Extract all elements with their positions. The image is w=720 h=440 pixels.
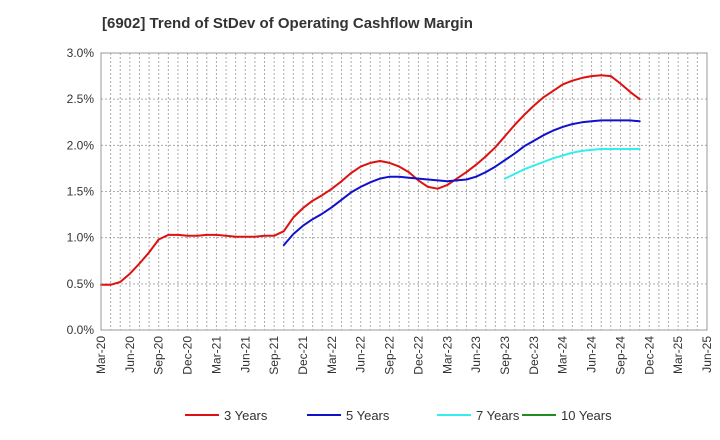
x-tick-label: Sep-24 <box>613 336 627 375</box>
y-tick-label: 2.5% <box>67 92 95 106</box>
x-tick-label: Mar-22 <box>325 336 339 374</box>
x-tick-label: Mar-24 <box>556 336 570 374</box>
x-tick-label: Jun-24 <box>585 336 599 373</box>
x-tick-label: Jun-20 <box>123 336 137 373</box>
plot-area-border <box>100 52 708 331</box>
x-tick-label: Sep-21 <box>267 336 281 375</box>
x-tick-label: Jun-21 <box>238 336 252 373</box>
y-tick-label: 0.0% <box>67 323 95 337</box>
legend-label-1: 5 Years <box>346 408 390 423</box>
legend-label-2: 7 Years <box>476 408 520 423</box>
x-tick-label: Sep-20 <box>152 336 166 375</box>
x-tick-label: Jun-25 <box>700 336 714 373</box>
series-line-2 <box>504 148 641 180</box>
chart-title: [6902] Trend of StDev of Operating Cashf… <box>102 15 473 32</box>
series-line-0 <box>100 74 641 286</box>
x-tick-label: Sep-22 <box>383 336 397 375</box>
y-tick-label: 1.5% <box>67 185 95 199</box>
x-tick-label: Dec-21 <box>296 336 310 375</box>
x-tick-label: Sep-23 <box>498 336 512 375</box>
legend: 3 Years 5 Years 7 Years 10 Years <box>185 408 612 423</box>
x-tick-label: Mar-21 <box>209 336 223 374</box>
series-line-1 <box>282 119 641 247</box>
series-lines <box>100 74 641 286</box>
x-tick-label: Jun-23 <box>469 336 483 373</box>
y-axis: 0.0% 0.5% 1.0% 1.5% 2.0% 2.5% 3.0% <box>67 46 95 337</box>
x-tick-label: Dec-20 <box>181 336 195 375</box>
x-tick-label: Jun-22 <box>354 336 368 373</box>
x-tick-label: Dec-23 <box>527 336 541 375</box>
y-tick-label: 0.5% <box>67 277 95 291</box>
legend-label-3: 10 Years <box>561 408 612 423</box>
grid <box>101 52 707 331</box>
y-tick-label: 3.0% <box>67 46 95 60</box>
x-tick-label: Dec-24 <box>642 336 656 375</box>
y-tick-label: 2.0% <box>67 138 95 152</box>
x-tick-label: Mar-23 <box>440 336 454 374</box>
legend-label-0: 3 Years <box>224 408 268 423</box>
x-tick-label: Dec-22 <box>411 336 425 375</box>
x-tick-label: Mar-25 <box>671 336 685 374</box>
y-tick-label: 1.0% <box>67 231 95 245</box>
x-axis: Mar-20 Jun-20 Sep-20 Dec-20 Mar-21 Jun-21 Sep-… <box>94 336 714 375</box>
x-tick-label: Mar-20 <box>94 336 108 374</box>
